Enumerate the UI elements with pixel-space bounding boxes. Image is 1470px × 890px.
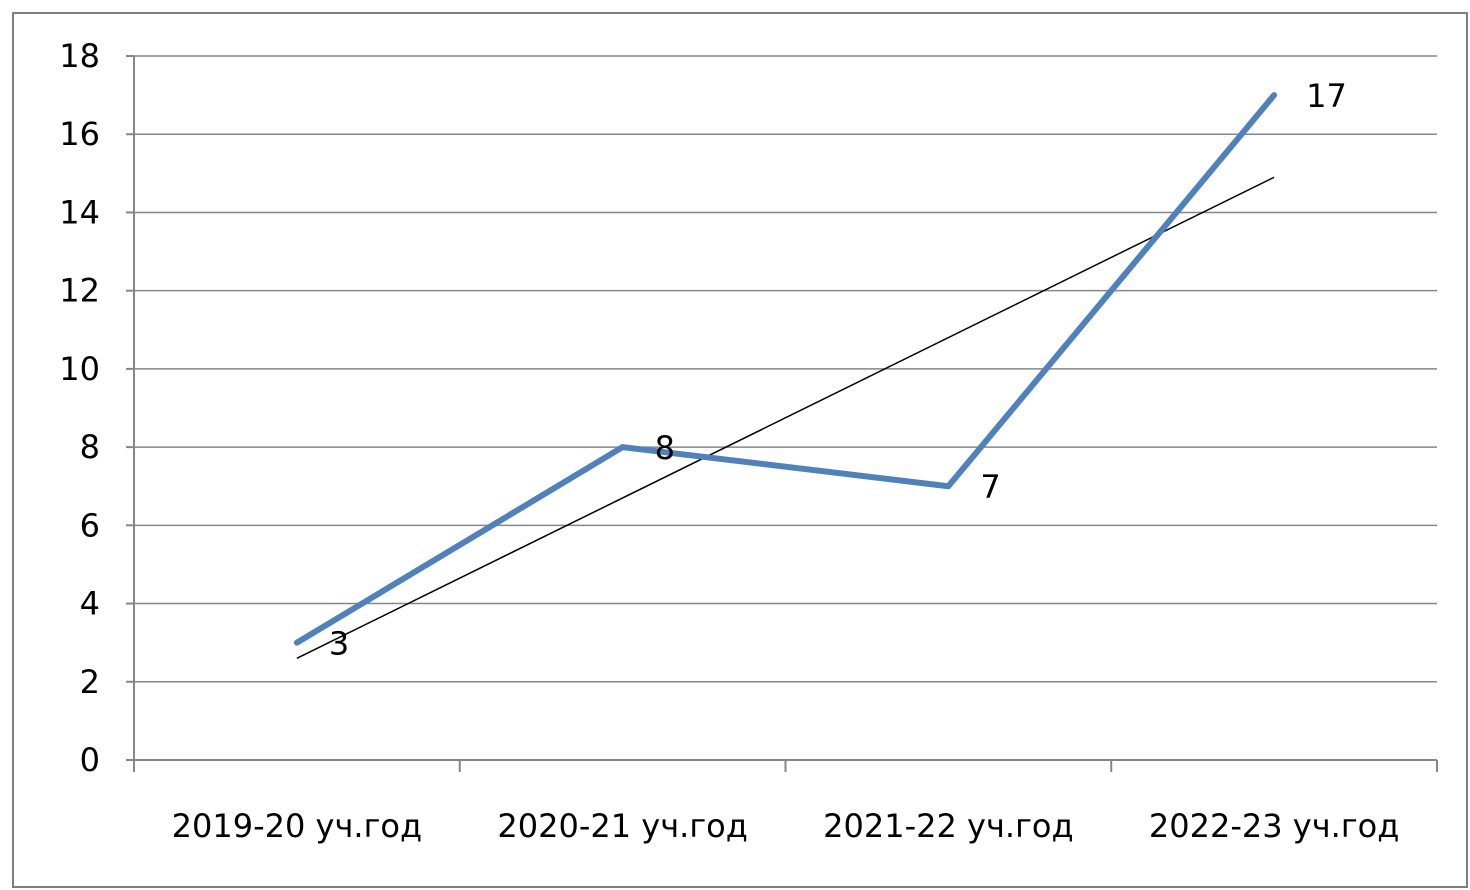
x-category-label: 2019-20 уч.год	[172, 807, 422, 845]
gridlines	[134, 55, 1437, 683]
y-tick-label: 4	[80, 585, 100, 623]
trendline	[296, 176, 1275, 659]
y-tick-label: 18	[59, 37, 100, 75]
x-category-labels: 2019-20 уч.год 2020-21 уч.год 2021-22 уч.г…	[172, 807, 1400, 845]
y-tick-label: 12	[59, 272, 100, 310]
x-category-label: 2021-22 уч.год	[823, 807, 1073, 845]
data-labels: 3 8 7 17	[329, 77, 1347, 663]
data-label: 7	[980, 468, 1000, 506]
y-tick-label: 0	[80, 741, 100, 779]
y-tick-label: 10	[59, 350, 100, 388]
y-tick-label: 6	[80, 506, 100, 544]
data-label: 8	[655, 429, 675, 467]
y-tick-label: 16	[59, 115, 100, 153]
y-tick-labels: 0 2 4 6 8 10 12 14 16 18	[59, 37, 100, 779]
series-line	[293, 92, 1278, 646]
x-category-label: 2020-21 уч.год	[497, 807, 747, 845]
x-category-label: 2022-23 уч.год	[1149, 807, 1399, 845]
data-label: 3	[329, 625, 349, 663]
y-tick-label: 2	[80, 663, 100, 701]
series-lines	[293, 92, 1278, 646]
y-tick-label: 14	[59, 193, 100, 231]
linear-trendline	[296, 176, 1275, 659]
data-label: 17	[1306, 77, 1347, 115]
y-tick-label: 8	[80, 428, 100, 466]
axes	[126, 55, 1438, 772]
